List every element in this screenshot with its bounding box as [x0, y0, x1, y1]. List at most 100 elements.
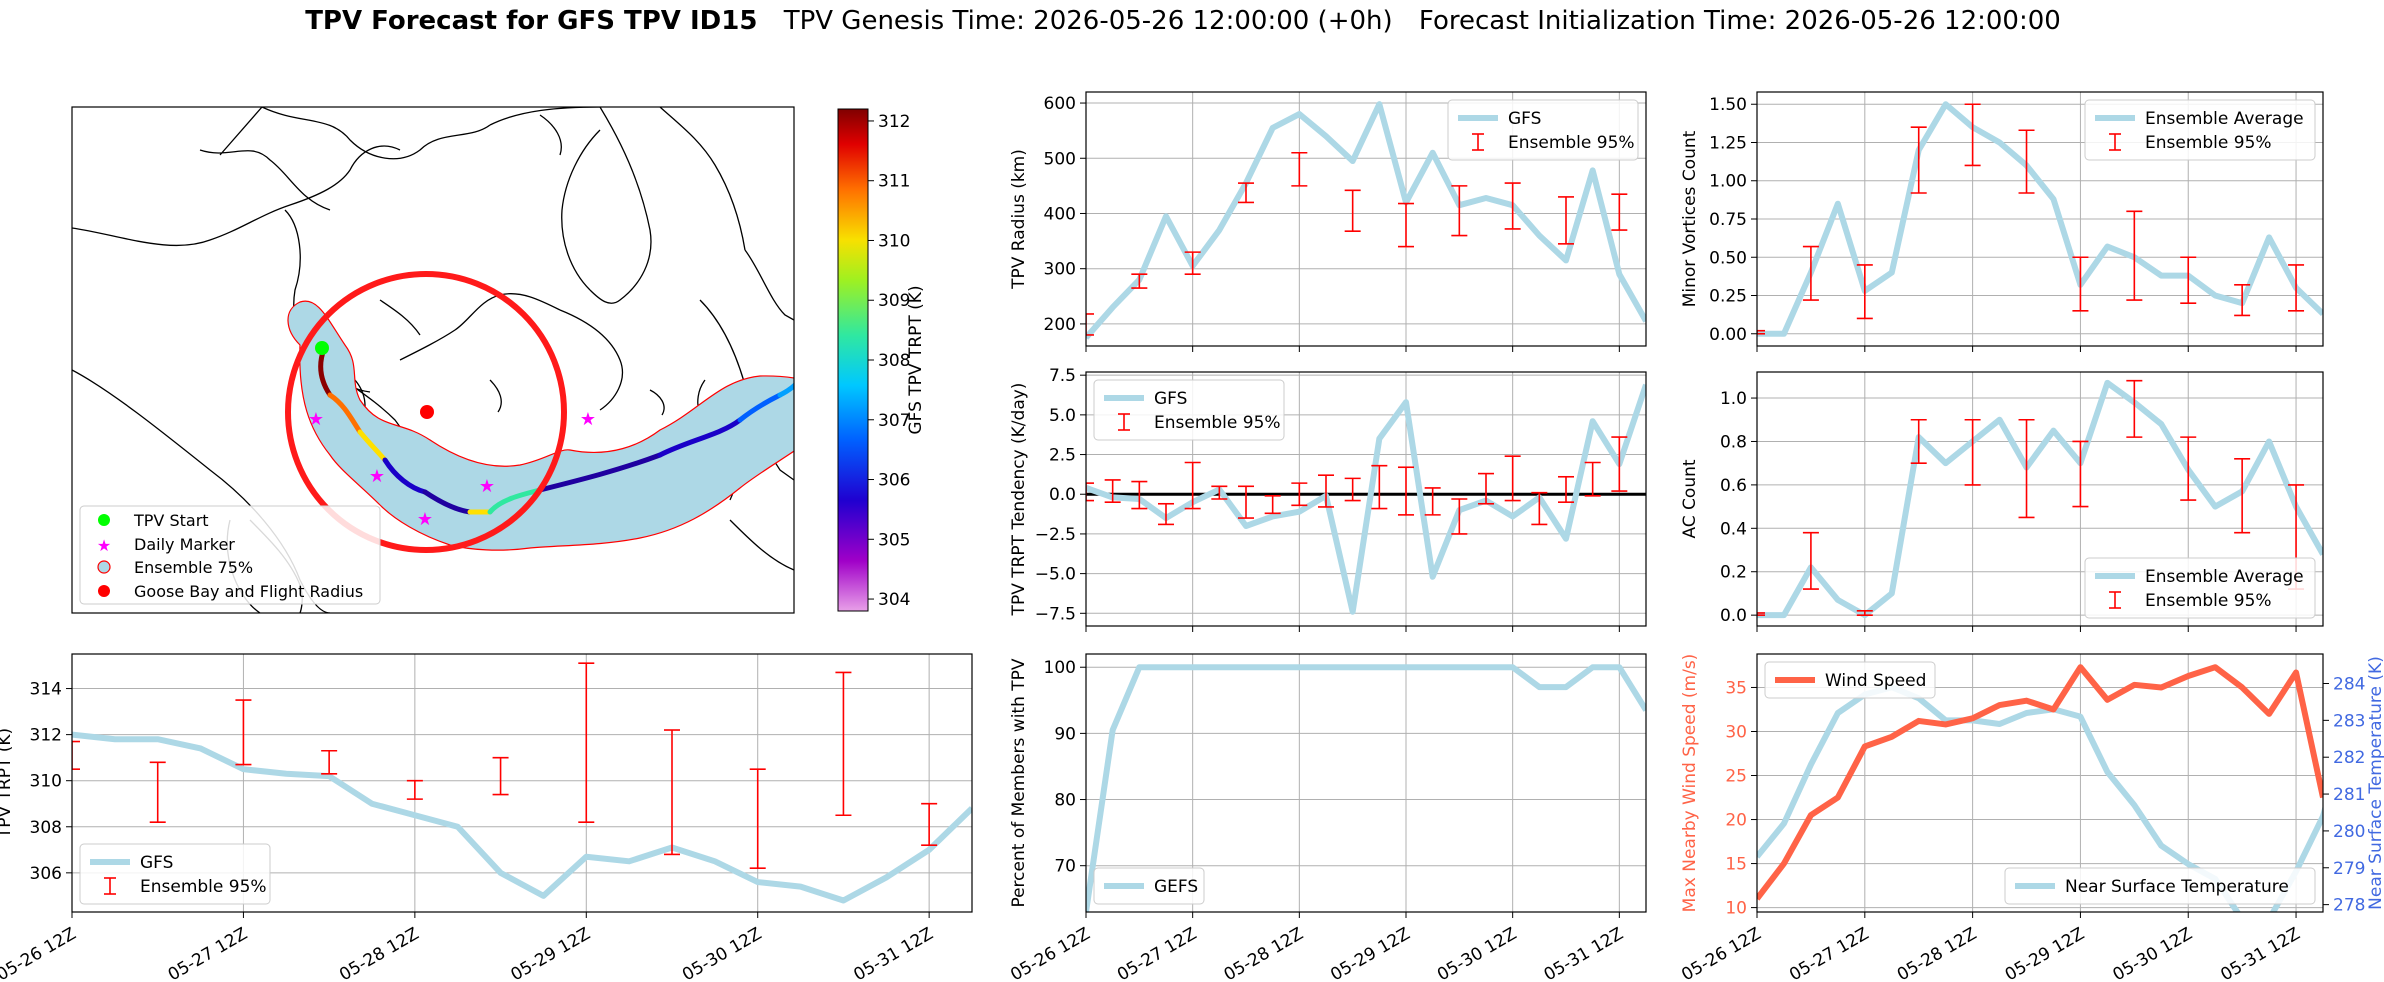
errorbar [1558, 196, 1574, 245]
errorbar [1104, 479, 1121, 503]
y-tick-label: 30 [1725, 722, 1747, 742]
y-tick-label: 70 [1054, 857, 1076, 877]
legend: GFS Ensemble 95% [1447, 99, 1639, 161]
y2-tick-label: 280 [2333, 822, 2365, 842]
legend-label: GFS [140, 853, 173, 873]
plot-frame [1756, 91, 2324, 347]
plot-marks [1757, 379, 2323, 619]
chart-ac: 0.0 0.2 0.4 0.6 0.8 1.0 AC Count Ensemble Avera… [1680, 371, 2324, 632]
y-tick-label: 0.00 [1709, 325, 1747, 345]
errorbar [1291, 482, 1308, 507]
legend-box [1764, 661, 1936, 699]
legend: Near Surface Temperature [2004, 867, 2316, 905]
colorbar-tick-label: 309 [878, 291, 910, 311]
errorbar [1757, 612, 1765, 616]
errorbar [1291, 151, 1308, 187]
chart-wind: 05-26 12Z 05-27 12Z 05-28 12Z 05-29 12Z 05-3… [1678, 653, 2384, 982]
y-tick-label: 400 [1044, 204, 1076, 224]
svg-text:★: ★ [308, 409, 324, 430]
chart-percent: 05-26 12Z 05-27 12Z 05-28 12Z 05-29 12Z 05-3… [1007, 653, 1647, 982]
y2-tick-label: 282 [2333, 748, 2365, 768]
x-tick-label: 05-31 12Z [1541, 924, 1627, 982]
errorbar [1398, 466, 1414, 516]
legend: GFS Ensemble 95% [79, 843, 271, 905]
errorbar [1344, 477, 1361, 502]
flight-radius-circle [285, 271, 567, 553]
y-tick-label: 5.0 [1049, 406, 1076, 426]
colorbar-tick-label: 306 [878, 471, 910, 491]
errorbar [1856, 610, 1873, 616]
map-content: ★ ★ ★ ★ ★ ★ TPV Start Daily Marker Ensem… [72, 107, 794, 613]
errorbar [321, 749, 338, 775]
errorbar [492, 756, 509, 796]
series-line [1086, 664, 1646, 912]
x-tick-label: 05-28 12Z [1894, 924, 1980, 982]
legend-label: Ensemble 95% [2145, 133, 2272, 153]
chart-trpt: 05-26 12Z 05-27 12Z 05-28 12Z 05-29 12Z 05-3… [0, 653, 973, 982]
series-line [1757, 664, 2323, 901]
y2-tick-label: 283 [2333, 711, 2365, 731]
y-tick-label: 308 [30, 818, 62, 838]
y-tick-label: −5.0 [1035, 565, 1076, 585]
errorbar [2072, 256, 2089, 312]
y-tick-label: 15 [1725, 855, 1747, 875]
errorbar [1757, 329, 1765, 335]
x-tick-label: 05-30 12Z [679, 924, 765, 982]
errorbar [1964, 103, 1981, 167]
colorbar-ticks: 312 311 310 309 308 307 306 305 304 [868, 112, 910, 610]
legend-label: Ensemble Average [2145, 109, 2304, 129]
legend-box [1093, 867, 1205, 905]
errorbar [1238, 182, 1254, 204]
y-tick-label: 300 [1044, 260, 1076, 280]
plot-marks [1086, 383, 1646, 615]
y-axis-label: Minor Vortices Count [1680, 130, 1700, 307]
errorbar [1611, 193, 1628, 231]
title-init: Forecast Initialization Time: 2026-05-26… [1418, 6, 2061, 36]
y-tick-label: 0.75 [1709, 210, 1747, 230]
legend-label: Ensemble 95% [1154, 413, 1281, 433]
colorbar-tick-label: 305 [878, 530, 910, 550]
colorbar-tick-label: 307 [878, 411, 910, 431]
errorbar [1158, 502, 1174, 526]
y-axis-label: TPV TRPT (K) [0, 728, 15, 839]
errorbar [1910, 126, 1927, 194]
errorbar [1131, 273, 1148, 289]
colorbar-tick-label: 310 [878, 231, 910, 251]
y-tick-label: 306 [30, 864, 62, 884]
errorbar [749, 768, 766, 870]
legend-goose-bay: Goose Bay and Flight Radius [134, 582, 363, 601]
plot-marks [1086, 664, 1646, 912]
svg-text:★: ★ [97, 536, 111, 555]
plot-frame [1756, 371, 2324, 627]
errorbar [1802, 245, 1819, 301]
errorbar [1478, 472, 1494, 505]
y-tick-label: 80 [1054, 791, 1076, 811]
x-tick-label: 05-27 12Z [165, 924, 251, 982]
y-tick-label: 200 [1044, 315, 1076, 335]
legend: GEFS [1093, 867, 1205, 905]
y-axis-label: AC Count [1680, 459, 1700, 538]
legend: Ensemble Average Ensemble 95% [2084, 557, 2316, 619]
plot-frame [71, 653, 973, 913]
plot-marks [72, 662, 972, 904]
x-tick-label: 05-26 12Z [0, 924, 80, 982]
figure-title: TPV Forecast for GFS TPV ID15 TPV Genesi… [0, 6, 2384, 36]
y-tick-label: 0.0 [1049, 485, 1076, 505]
y-tick-label: 1.50 [1709, 95, 1747, 115]
plot-marks [1086, 101, 1646, 340]
errorbar [1424, 487, 1441, 516]
errorbar [1264, 495, 1281, 515]
legend-label: Ensemble 95% [1508, 133, 1635, 153]
plot-frame [1756, 653, 2324, 913]
errorbar [1910, 418, 1927, 464]
errorbar [1398, 202, 1414, 248]
y-tick-label: 10 [1725, 899, 1747, 919]
errorbar [1451, 185, 1468, 237]
legend-errorbar-icon [2109, 133, 2121, 151]
y-tick-label: 35 [1725, 678, 1747, 698]
goose-bay-marker [420, 405, 434, 419]
y-tick-label: 0.50 [1709, 248, 1747, 268]
errorbar [1856, 264, 1873, 320]
svg-text:★: ★ [580, 409, 596, 430]
plot-frame [1085, 371, 1647, 627]
